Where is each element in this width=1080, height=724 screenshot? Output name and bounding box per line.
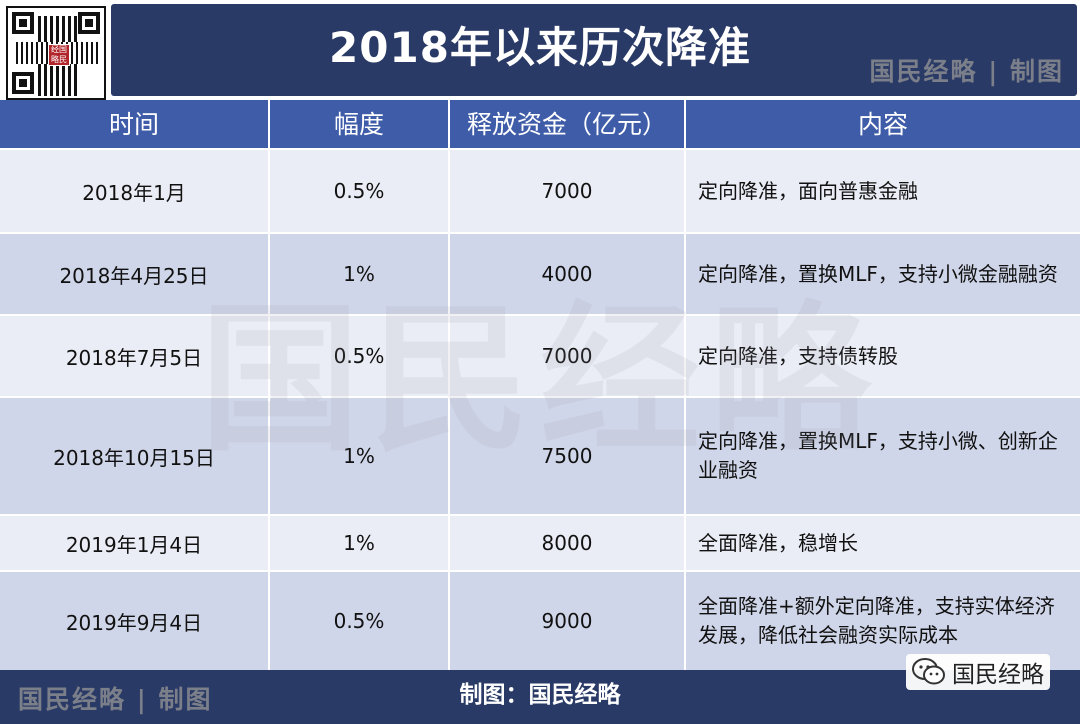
- cell-amount: 7000: [450, 150, 686, 232]
- cell-amount: 7500: [450, 398, 686, 514]
- wechat-account-badge[interactable]: 国民经略: [906, 654, 1050, 690]
- wechat-account-name: 国民经略: [952, 662, 1044, 688]
- footer-credit: 制图：国民经略: [459, 682, 621, 708]
- qr-finder-icon: [12, 72, 34, 94]
- table-header: 时间 幅度 释放资金（亿元） 内容: [0, 100, 1080, 150]
- cell-date: 2018年1月: [0, 150, 270, 232]
- title-bar: [111, 4, 1077, 96]
- cell-date: 2019年1月4日: [0, 516, 270, 570]
- wechat-icon: [912, 658, 945, 685]
- cell-content: 定向降准，置换MLF，支持小微、创新企业融资: [698, 429, 1058, 482]
- header: 经国 略民 2018年以来历次降准 国民经略 | 制图: [0, 0, 1080, 100]
- cell-content: 定向降准，支持债转股: [698, 343, 898, 368]
- qr-finder-icon: [12, 12, 34, 34]
- table-row: 2018年4月25日 1% 4000 定向降准，置换MLF，支持小微金融融资: [0, 232, 1080, 314]
- table-row: 2019年9月4日 0.5% 9000 全面降准+额外定向降准，支持实体经济发展…: [0, 570, 1080, 670]
- column-header-ratio: 幅度: [270, 100, 450, 150]
- column-header-amount: 释放资金（亿元）: [450, 100, 686, 150]
- cell-content: 定向降准，置换MLF，支持小微金融融资: [698, 261, 1058, 286]
- brand-mark-bottom: 国民经略 | 制图: [18, 685, 213, 714]
- qr-seal-logo: 经国 略民: [48, 44, 70, 66]
- cell-date: 2018年4月25日: [0, 234, 270, 314]
- footer: 国民经略 | 制图 制图：国民经略 国民经略: [0, 654, 1080, 724]
- cell-content: 全面降准，稳增长: [698, 530, 858, 555]
- column-header-date: 时间: [0, 100, 270, 150]
- cell-ratio: 0.5%: [270, 572, 450, 670]
- cell-ratio: 1%: [270, 234, 450, 314]
- cell-date: 2018年10月15日: [0, 398, 270, 514]
- cell-amount: 8000: [450, 516, 686, 570]
- qr-finder-icon: [78, 12, 100, 34]
- cell-amount: 4000: [450, 234, 686, 314]
- qr-code[interactable]: 经国 略民: [6, 6, 106, 100]
- cell-ratio: 1%: [270, 516, 450, 570]
- cell-ratio: 0.5%: [270, 150, 450, 232]
- cell-date: 2018年7月5日: [0, 316, 270, 396]
- cell-date: 2019年9月4日: [0, 572, 270, 670]
- table-row: 2019年1月4日 1% 8000 全面降准，稳增长: [0, 514, 1080, 570]
- cell-ratio: 0.5%: [270, 316, 450, 396]
- brand-mark-top: 国民经略 | 制图: [869, 57, 1064, 86]
- table-row: 2018年7月5日 0.5% 7000 定向降准，支持债转股: [0, 314, 1080, 396]
- table-row: 2018年1月 0.5% 7000 定向降准，面向普惠金融: [0, 148, 1080, 232]
- cell-amount: 9000: [450, 572, 686, 670]
- column-header-content: 内容: [857, 110, 908, 139]
- table-row: 2018年10月15日 1% 7500 定向降准，置换MLF，支持小微、创新企业…: [0, 396, 1080, 514]
- cell-ratio: 1%: [270, 398, 450, 514]
- cell-content: 定向降准，面向普惠金融: [698, 178, 918, 203]
- cell-amount: 7000: [450, 316, 686, 396]
- cell-content: 全面降准+额外定向降准，支持实体经济发展，降低社会融资实际成本: [698, 594, 1055, 647]
